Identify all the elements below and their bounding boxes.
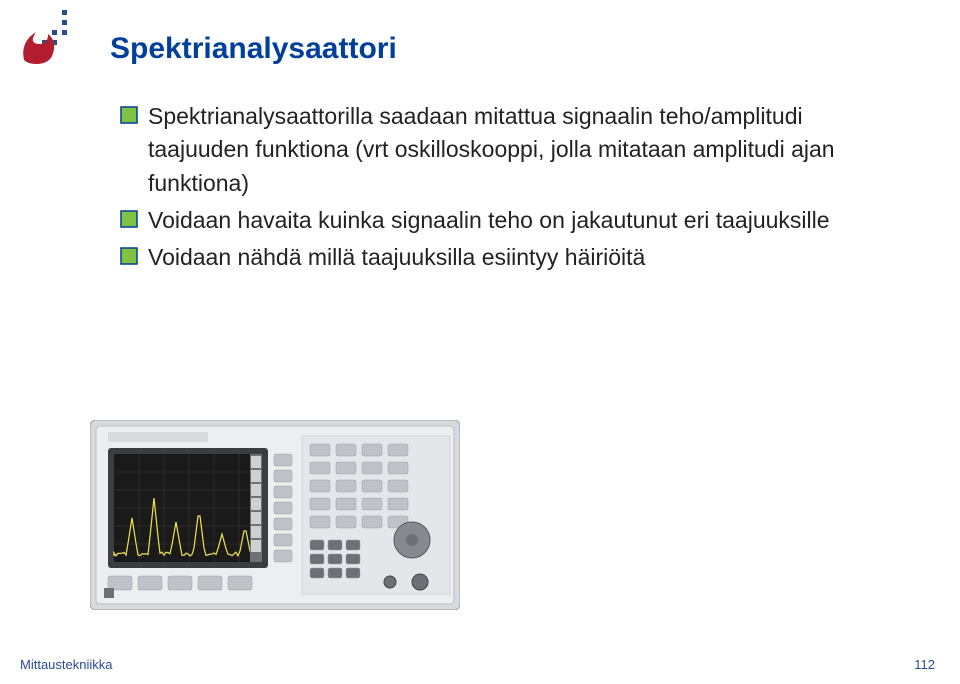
bullet-item: Voidaan nähdä millä taajuuksilla esiinty… [120, 241, 890, 274]
bullet-marker-icon [120, 210, 138, 228]
spectrum-analyzer-image [90, 420, 460, 610]
bullet-list: Spektrianalysaattorilla saadaan mitattua… [120, 100, 890, 279]
institution-logo [18, 8, 78, 68]
bullet-text: Spektrianalysaattorilla saadaan mitattua… [148, 103, 835, 196]
footer-course-name: Mittaustekniikka [20, 657, 112, 672]
bullet-marker-icon [120, 106, 138, 124]
footer-page-number: 112 [914, 657, 935, 672]
bullet-item: Voidaan havaita kuinka signaalin teho on… [120, 204, 890, 237]
bullet-text: Voidaan nähdä millä taajuuksilla esiinty… [148, 244, 645, 270]
bullet-item: Spektrianalysaattorilla saadaan mitattua… [120, 100, 890, 200]
bullet-marker-icon [120, 247, 138, 265]
bullet-text: Voidaan havaita kuinka signaalin teho on… [148, 207, 830, 233]
page-title: Spektrianalysaattori [110, 32, 397, 66]
